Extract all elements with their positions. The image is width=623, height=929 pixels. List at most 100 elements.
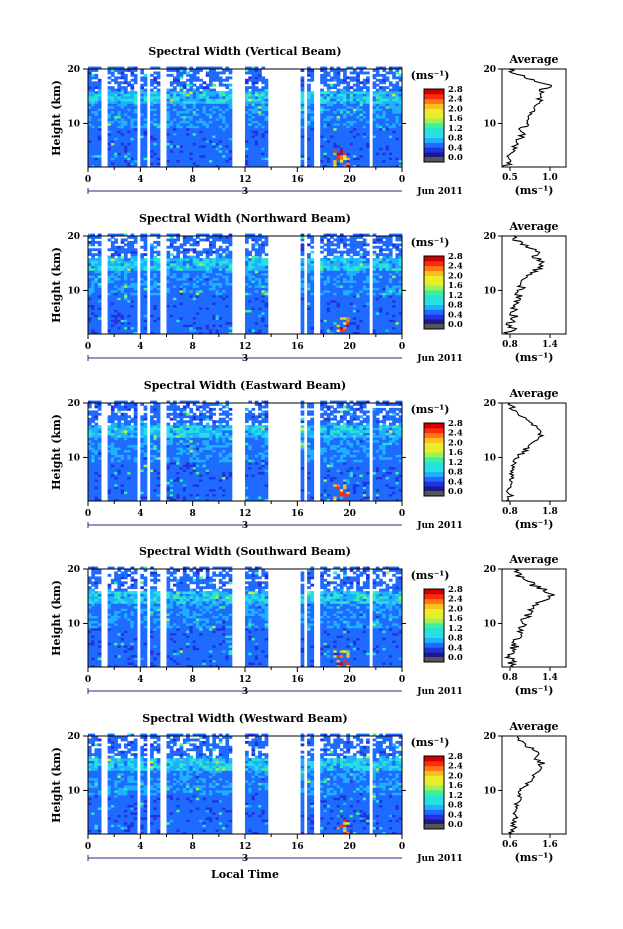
- heatmap-cell: [349, 140, 354, 143]
- heatmap-cell: [140, 122, 144, 126]
- heatmap-cell: [212, 311, 216, 315]
- heatmap-cell: [209, 280, 213, 283]
- heatmap-cell: [359, 86, 364, 90]
- colorbar-swatch: [424, 113, 444, 119]
- heatmap-cell: [166, 127, 171, 131]
- heatmap-cell: [218, 125, 223, 129]
- heatmap-cell: [307, 307, 311, 310]
- heatmap-cell: [143, 265, 148, 269]
- heatmap-cell: [140, 302, 144, 305]
- heatmap-cell: [182, 110, 187, 114]
- heatmap-cell: [395, 76, 400, 80]
- heatmap-cell: [133, 162, 138, 165]
- heatmap-cell: [189, 100, 194, 104]
- heatmap-cell: [264, 98, 269, 102]
- heatmap-cell: [169, 263, 174, 266]
- heatmap-cell: [166, 88, 171, 92]
- heatmap-cell: [218, 108, 223, 112]
- heatmap-cell: [310, 142, 315, 146]
- heatmap-cell: [254, 118, 259, 121]
- heatmap-cell: [261, 297, 266, 301]
- heatmap-cell: [343, 149, 347, 153]
- heatmap-cell: [307, 122, 311, 126]
- heatmap-cell: [248, 324, 252, 328]
- heatmap-cell: [97, 240, 102, 244]
- heatmap-cell: [107, 159, 112, 163]
- heatmap-cell: [110, 132, 115, 136]
- heatmap-cell: [218, 81, 223, 85]
- heatmap-cell: [140, 135, 144, 138]
- heatmap-cell: [218, 260, 223, 264]
- heatmap-cell: [110, 311, 115, 315]
- heatmap-cell: [248, 152, 252, 156]
- heatmap-cell: [212, 272, 216, 276]
- heatmap-cell: [310, 304, 315, 308]
- heatmap-cell: [352, 154, 357, 158]
- heatmap-cell: [343, 113, 347, 116]
- heatmap-cell: [176, 285, 180, 288]
- heatmap-cell: [120, 96, 125, 99]
- heatmap-cell: [307, 287, 311, 291]
- heatmap-cell: [150, 272, 154, 276]
- heatmap-cell: [261, 152, 266, 156]
- heatmap-cell: [110, 71, 115, 75]
- heatmap-cell: [130, 292, 135, 296]
- heatmap-cell: [228, 280, 233, 283]
- heatmap-cell: [366, 144, 370, 148]
- heatmap-cell: [352, 287, 357, 291]
- heatmap-cell: [307, 152, 311, 156]
- heatmap-cell: [173, 96, 177, 99]
- heatmap-cell: [127, 307, 131, 310]
- heatmap-cell: [192, 76, 197, 80]
- heatmap-cell: [186, 125, 190, 129]
- heatmap-cell: [124, 144, 128, 148]
- heatmap-cell: [94, 280, 99, 283]
- heatmap-cell: [307, 285, 311, 288]
- heatmap-cell: [346, 115, 351, 119]
- heatmap-cell: [156, 316, 161, 320]
- heatmap-cell: [248, 98, 252, 102]
- heatmap-cell: [107, 127, 112, 131]
- heatmap-cell: [323, 137, 328, 141]
- heatmap-cell: [352, 147, 357, 151]
- heatmap-cell: [114, 135, 118, 138]
- heatmap-cell: [320, 152, 324, 156]
- heatmap-cell: [140, 311, 144, 315]
- heatmap-cell: [199, 307, 203, 310]
- heatmap-cell: [245, 277, 249, 281]
- heatmap-cell: [195, 233, 200, 237]
- heatmap-cell: [127, 258, 131, 261]
- colorbar-swatch: [424, 123, 444, 129]
- heatmap-cell: [346, 152, 351, 156]
- heatmap-cell: [379, 125, 383, 129]
- heatmap-cell: [153, 140, 158, 143]
- heatmap-cell: [179, 96, 184, 99]
- heatmap-cell: [248, 147, 252, 151]
- heatmap-cell: [258, 297, 262, 301]
- heatmap-cell: [179, 285, 184, 288]
- heatmap-cell: [356, 144, 360, 148]
- heatmap-cell: [186, 250, 190, 254]
- heatmap-cell: [182, 250, 187, 254]
- heatmap-cell: [209, 132, 213, 136]
- heatmap-cell: [127, 144, 131, 148]
- heatmap-cell: [326, 142, 331, 146]
- heatmap-cell: [88, 304, 92, 308]
- heatmap-cell: [176, 238, 180, 242]
- heatmap-cell: [110, 73, 115, 77]
- heatmap-cell: [205, 83, 210, 87]
- heatmap-cell: [94, 66, 99, 70]
- heatmap-cell: [189, 142, 194, 146]
- heatmap-cell: [209, 149, 213, 153]
- heatmap-cell: [300, 162, 305, 165]
- heatmap-cell: [346, 258, 351, 261]
- heatmap-cell: [392, 137, 396, 141]
- heatmap-cell: [195, 108, 200, 112]
- heatmap-cell: [91, 311, 95, 315]
- heatmap-cell: [192, 287, 197, 291]
- heatmap-cell: [218, 96, 223, 99]
- heatmap-cell: [225, 164, 230, 168]
- heatmap-cell: [254, 96, 259, 99]
- heatmap-cell: [222, 96, 226, 99]
- heatmap-cell: [140, 285, 144, 288]
